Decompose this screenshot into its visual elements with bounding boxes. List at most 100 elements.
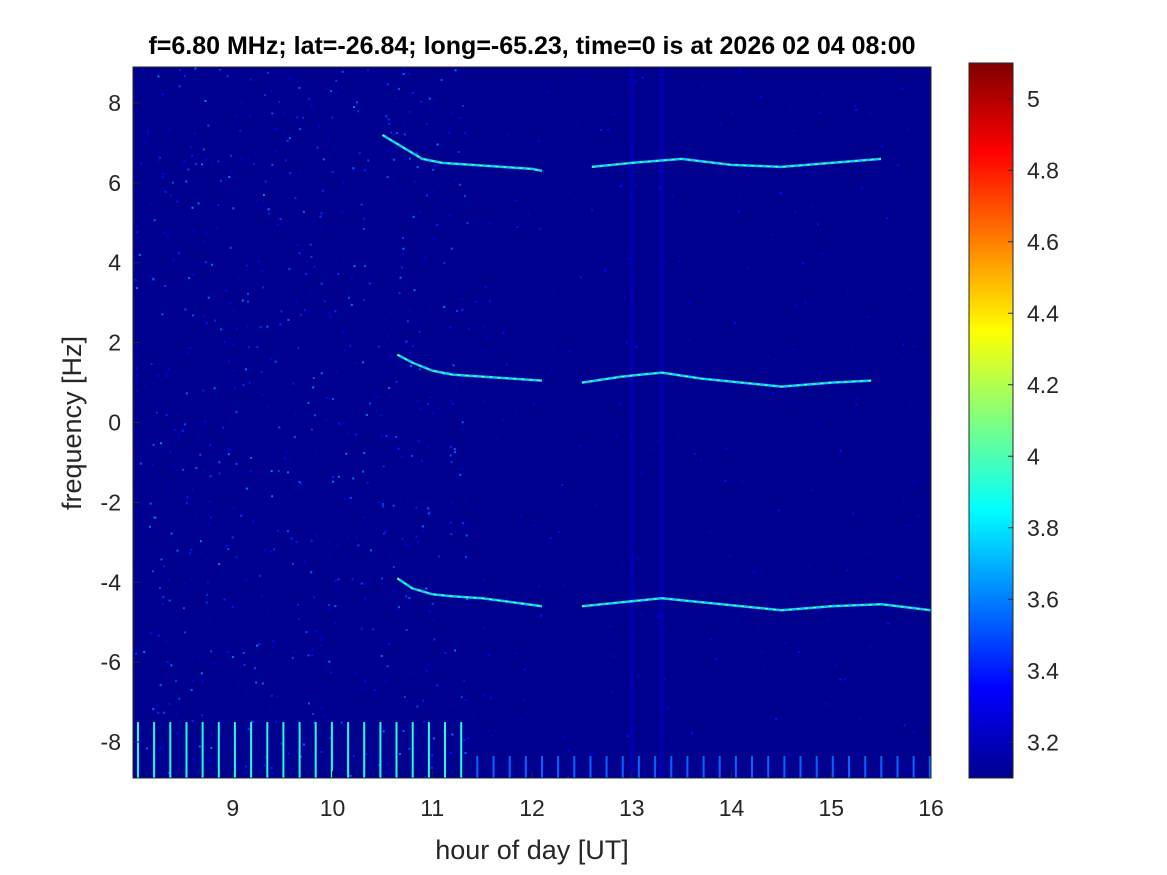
noise-speck <box>178 649 180 651</box>
noise-speck <box>880 639 883 642</box>
noise-speck <box>239 158 242 161</box>
noise-speck <box>239 129 242 132</box>
noise-speck <box>320 212 323 215</box>
noise-speck <box>193 553 196 556</box>
noise-speck <box>635 629 638 631</box>
noise-speck <box>232 507 235 510</box>
noise-speck <box>828 667 831 670</box>
noise-speck <box>191 679 194 682</box>
noise-speck <box>773 358 776 361</box>
noise-speck <box>412 672 415 675</box>
noise-speck <box>384 82 387 85</box>
noise-speck <box>215 227 218 230</box>
noise-speck <box>178 299 180 302</box>
noise-speck <box>609 524 612 527</box>
noise-speck <box>552 481 554 484</box>
noise-speck <box>225 289 228 292</box>
noise-speck <box>378 581 381 584</box>
noise-speck <box>468 290 471 293</box>
noise-speck <box>874 440 877 443</box>
noise-speck <box>425 737 428 740</box>
noise-speck <box>170 532 173 535</box>
noise-speck <box>227 548 230 551</box>
noise-speck <box>403 133 406 136</box>
noise-speck <box>619 185 622 188</box>
noise-speck <box>261 393 264 396</box>
noise-speck <box>662 264 665 267</box>
noise-speck <box>289 762 292 765</box>
noise-speck <box>135 345 138 347</box>
noise-speck <box>320 225 322 228</box>
noise-speck <box>147 130 150 133</box>
noise-speck <box>399 276 402 279</box>
noise-speck <box>162 172 165 175</box>
noise-speck <box>235 462 238 465</box>
noise-speck <box>489 222 492 224</box>
noise-speck <box>584 266 587 269</box>
noise-speck <box>516 226 519 229</box>
noise-speck <box>652 367 655 370</box>
noise-speck <box>393 164 396 167</box>
noise-speck <box>210 746 213 749</box>
noise-speck <box>306 452 309 455</box>
noise-speck <box>704 695 707 698</box>
noise-speck <box>285 450 288 453</box>
noise-speck <box>839 672 842 675</box>
noise-speck <box>784 642 787 644</box>
noise-speck <box>233 374 236 377</box>
noise-speck <box>431 754 434 757</box>
noise-speck <box>164 759 167 761</box>
noise-speck <box>387 600 390 603</box>
noise-speck <box>397 447 400 450</box>
noise-speck <box>205 232 208 235</box>
x-tick-label: 11 <box>420 795 444 821</box>
noise-speck <box>206 558 209 561</box>
noise-speck <box>349 344 352 347</box>
noise-speck <box>281 325 284 328</box>
noise-speck <box>839 449 842 452</box>
noise-speck <box>432 618 434 621</box>
noise-speck <box>425 257 427 260</box>
noise-speck <box>763 665 766 668</box>
noise-speck <box>223 330 226 333</box>
doppler-traces-layer <box>381 133 931 612</box>
noise-speck <box>697 582 699 585</box>
noise-speck <box>244 765 247 768</box>
noise-speck <box>439 144 442 147</box>
noise-speck <box>324 660 327 663</box>
noise-speck <box>247 300 249 303</box>
noise-speck <box>396 608 399 611</box>
noise-speck <box>352 170 355 173</box>
noise-speck <box>522 350 525 353</box>
noise-speck <box>691 670 694 673</box>
noise-speck <box>383 507 386 510</box>
noise-speck <box>752 571 755 574</box>
noise-speck <box>217 204 220 207</box>
noise-speck <box>502 419 505 421</box>
noise-speck <box>353 761 356 764</box>
noise-speck <box>179 567 182 570</box>
noise-speck <box>298 252 301 255</box>
noise-speck <box>297 678 300 681</box>
noise-speck <box>809 204 812 207</box>
noise-speck <box>730 112 733 115</box>
noise-speck <box>293 436 296 439</box>
noise-speck <box>793 348 796 351</box>
noise-speck <box>388 254 391 257</box>
noise-speck <box>757 327 760 329</box>
noise-speck <box>135 367 138 370</box>
noise-speck <box>144 141 147 144</box>
noise-speck <box>188 552 191 555</box>
noise-speck <box>431 602 434 605</box>
noise-speck <box>313 596 316 599</box>
noise-speck <box>320 282 323 285</box>
noise-speck <box>804 301 807 304</box>
noise-speck <box>402 121 405 124</box>
noise-speck <box>609 348 612 351</box>
noise-speck <box>556 466 558 469</box>
noise-speck <box>247 346 250 349</box>
noise-speck <box>230 171 233 174</box>
noise-speck <box>285 172 288 175</box>
noise-speck <box>401 237 404 240</box>
noise-speck <box>855 594 858 597</box>
